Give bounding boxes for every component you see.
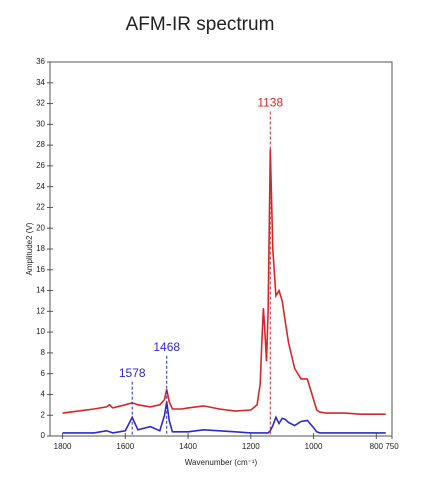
x-tick-label: 800 — [370, 442, 384, 451]
x-tick-label: 1200 — [242, 442, 260, 451]
y-tick-label: 30 — [36, 119, 45, 128]
y-axis-label: Amplitude2 (V) — [25, 222, 34, 275]
y-tick-label: 20 — [36, 223, 45, 232]
y-tick-label: 22 — [36, 203, 45, 212]
y-tick-label: 12 — [36, 306, 45, 315]
y-tick-label: 2 — [41, 410, 46, 419]
y-tick-label: 24 — [36, 182, 45, 191]
y-tick-label: 14 — [36, 286, 45, 295]
y-tick-label: 28 — [36, 140, 45, 149]
x-tick-label: 1400 — [179, 442, 197, 451]
x-tick-label: 750 — [385, 442, 399, 451]
annotation-label: 1578 — [119, 366, 146, 380]
line-series — [62, 401, 386, 434]
x-tick-label: 1000 — [305, 442, 323, 451]
line-series — [62, 149, 386, 415]
y-tick-label: 8 — [41, 348, 46, 357]
x-tick-label: 1600 — [116, 442, 134, 451]
y-tick-label: 16 — [36, 265, 45, 274]
y-tick-label: 0 — [41, 431, 46, 440]
annotation-label: 1138 — [257, 96, 283, 110]
chart-title: AFM-IR spectrum — [126, 14, 275, 35]
x-tick-label: 1800 — [54, 442, 72, 451]
y-tick-label: 32 — [36, 99, 45, 108]
plot-frame — [49, 61, 393, 437]
y-tick-label: 26 — [36, 161, 45, 170]
annotation-label: 1468 — [153, 340, 180, 354]
y-tick-label: 18 — [36, 244, 45, 253]
y-tick-label: 10 — [36, 327, 45, 336]
y-tick-label: 4 — [41, 390, 46, 399]
y-tick-label: 36 — [36, 57, 45, 66]
y-tick-label: 34 — [36, 78, 45, 87]
x-axis-label: Wavenumber (cm⁻¹) — [185, 458, 258, 467]
y-tick-label: 6 — [41, 369, 46, 378]
